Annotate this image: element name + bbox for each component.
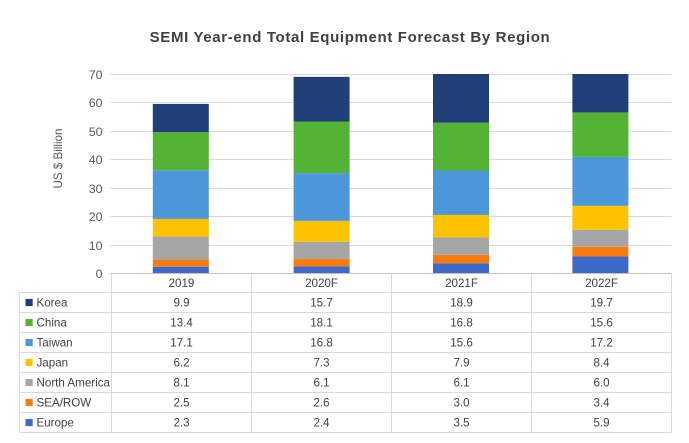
svg-text:17.2: 17.2 — [590, 337, 613, 350]
svg-text:2.4: 2.4 — [313, 417, 330, 430]
svg-text:16.8: 16.8 — [310, 337, 333, 350]
svg-text:16.8: 16.8 — [450, 317, 473, 330]
svg-text:Europe: Europe — [37, 417, 74, 430]
svg-text:15.6: 15.6 — [450, 337, 473, 350]
svg-text:6.0: 6.0 — [593, 377, 609, 390]
svg-text:7.9: 7.9 — [453, 357, 469, 370]
svg-text:2021F: 2021F — [445, 277, 478, 290]
svg-text:North America: North America — [37, 377, 111, 390]
svg-text:2022F: 2022F — [585, 277, 618, 290]
svg-text:15.6: 15.6 — [590, 317, 613, 330]
svg-text:30: 30 — [89, 182, 103, 196]
svg-text:8.4: 8.4 — [593, 357, 610, 370]
svg-text:20: 20 — [89, 210, 103, 224]
svg-text:US $ Billion: US $ Billion — [52, 129, 65, 189]
svg-text:2.5: 2.5 — [173, 397, 189, 410]
svg-text:18.9: 18.9 — [450, 297, 473, 310]
svg-text:5.9: 5.9 — [593, 417, 609, 430]
svg-text:7.3: 7.3 — [313, 357, 329, 370]
svg-text:Japan: Japan — [37, 357, 69, 370]
svg-text:19.7: 19.7 — [590, 297, 613, 310]
svg-text:15.7: 15.7 — [310, 297, 333, 310]
svg-text:13.4: 13.4 — [170, 317, 193, 330]
svg-text:2020F: 2020F — [305, 277, 338, 290]
svg-text:9.9: 9.9 — [173, 297, 189, 310]
svg-text:6.1: 6.1 — [313, 377, 329, 390]
svg-text:2.3: 2.3 — [173, 417, 189, 430]
svg-text:3.5: 3.5 — [453, 417, 469, 430]
svg-text:SEMI Year-end Total Equipment: SEMI Year-end Total Equipment Forecast B… — [150, 29, 551, 46]
svg-text:2019: 2019 — [169, 277, 195, 290]
svg-text:18.1: 18.1 — [310, 317, 333, 330]
svg-text:70: 70 — [89, 68, 103, 82]
svg-text:6.1: 6.1 — [453, 377, 469, 390]
svg-text:60: 60 — [89, 96, 103, 110]
svg-text:6.2: 6.2 — [173, 357, 189, 370]
svg-text:3.4: 3.4 — [593, 397, 610, 410]
svg-text:17.1: 17.1 — [170, 337, 193, 350]
svg-text:40: 40 — [89, 153, 103, 167]
svg-text:Korea: Korea — [37, 297, 68, 310]
svg-text:2.6: 2.6 — [313, 397, 329, 410]
svg-text:10: 10 — [89, 239, 103, 253]
svg-text:China: China — [37, 317, 68, 330]
svg-text:SEA/ROW: SEA/ROW — [37, 397, 92, 410]
svg-text:0: 0 — [96, 267, 103, 281]
svg-text:3.0: 3.0 — [453, 397, 469, 410]
svg-text:Taiwan: Taiwan — [37, 337, 73, 350]
svg-text:50: 50 — [89, 125, 103, 139]
svg-text:8.1: 8.1 — [173, 377, 189, 390]
